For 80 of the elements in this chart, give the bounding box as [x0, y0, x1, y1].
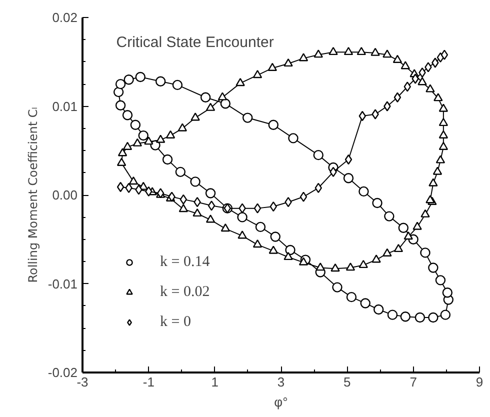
point [138, 130, 148, 141]
point [344, 154, 352, 165]
annotation: Critical State Encounter [116, 34, 274, 51]
point [424, 62, 432, 72]
point [343, 173, 354, 184]
point [384, 211, 394, 222]
y-tick-label: 0.01 [52, 98, 78, 114]
point [372, 109, 379, 120]
point [270, 232, 280, 242]
point [373, 304, 384, 315]
point [162, 154, 173, 165]
point [440, 310, 451, 320]
point [190, 176, 200, 187]
point [115, 78, 126, 90]
point [440, 50, 448, 60]
point [115, 100, 126, 110]
point [332, 282, 342, 292]
point [155, 76, 166, 86]
point [300, 192, 308, 202]
point [255, 222, 266, 232]
point [135, 72, 146, 82]
point [428, 262, 438, 273]
point [285, 244, 296, 256]
point [194, 197, 201, 208]
point [404, 82, 411, 92]
point [420, 248, 430, 258]
x-tick-label: -3 [76, 374, 88, 390]
x-tick-label: 7 [410, 374, 417, 390]
point [398, 222, 409, 233]
point [205, 188, 216, 198]
point [254, 203, 262, 214]
x-tick-label: 1 [211, 374, 218, 390]
x-axis-title: φ° [274, 394, 288, 410]
point [122, 110, 133, 120]
point [238, 203, 246, 214]
point [242, 112, 253, 123]
legend-label: k = 0.02 [160, 284, 210, 300]
point [314, 182, 322, 193]
point [414, 312, 426, 323]
legend-label: k = 0.14 [160, 254, 210, 270]
point [435, 275, 446, 286]
point [360, 298, 370, 308]
point [168, 192, 176, 202]
x-tick-label: -1 [142, 374, 154, 390]
point [346, 292, 357, 302]
point [135, 184, 142, 195]
point [175, 166, 186, 178]
point [130, 120, 141, 130]
x-tick-label: 5 [344, 374, 351, 390]
point [237, 212, 248, 222]
point [113, 86, 124, 98]
point [442, 288, 453, 298]
point [208, 200, 216, 211]
y-tick-label: 0.02 [52, 10, 78, 25]
point [358, 186, 369, 197]
y-tick-label: -0.01 [48, 276, 78, 292]
y-axis-title: Rolling Moment Coefficient Cₗ [26, 107, 40, 283]
point [268, 120, 278, 130]
legend-label: k = 0 [160, 314, 191, 330]
point [172, 80, 183, 90]
point [180, 194, 188, 205]
x-tick-label: 9 [476, 374, 484, 390]
x-tick-label: 3 [277, 374, 285, 390]
point [288, 133, 298, 144]
point [313, 150, 324, 160]
point [124, 74, 134, 85]
point [400, 311, 410, 322]
point [428, 312, 438, 323]
point [116, 182, 124, 192]
y-tick-label: -0.02 [48, 365, 78, 380]
point [284, 197, 292, 208]
point [372, 198, 382, 208]
point [200, 92, 211, 102]
point [387, 310, 398, 320]
point [412, 74, 419, 84]
point [384, 101, 391, 112]
point [432, 58, 439, 68]
point [394, 92, 402, 102]
y-tick-label: 0.00 [52, 188, 78, 202]
point [125, 182, 132, 193]
